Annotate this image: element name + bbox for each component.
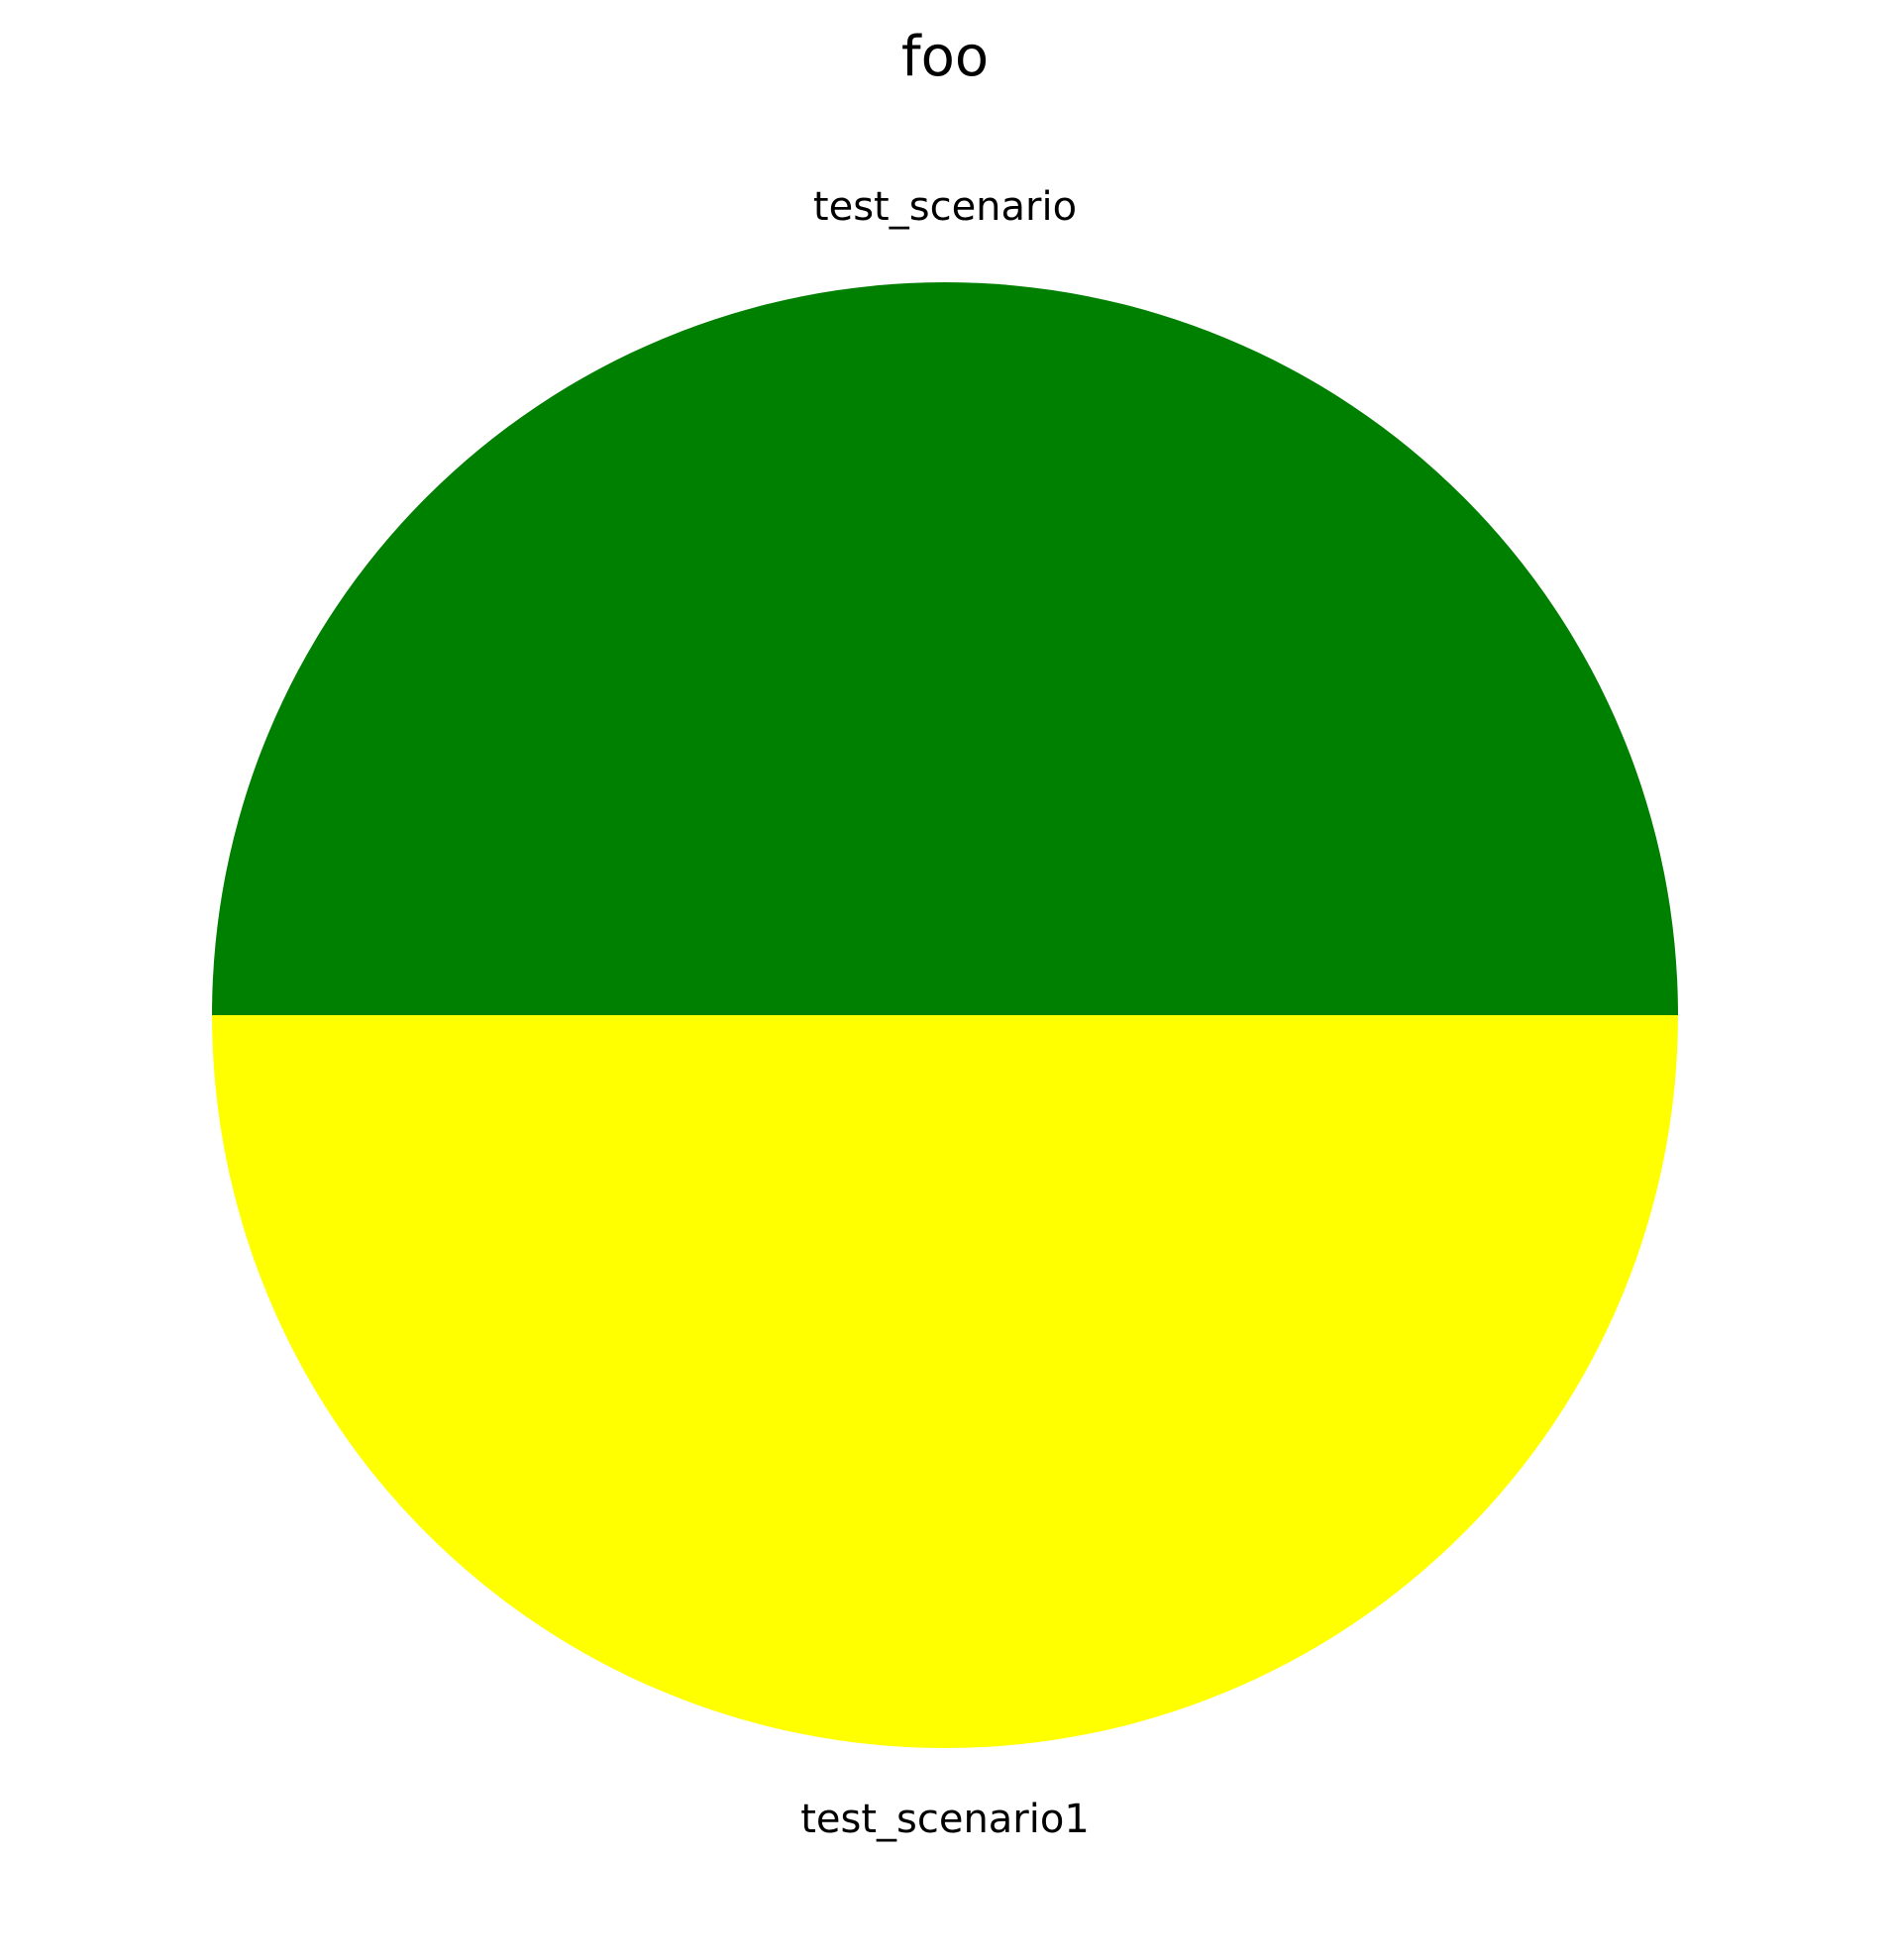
chart-title: foo	[901, 25, 989, 89]
pie-slices	[212, 282, 1678, 1748]
pie-slice-label-1: test_scenario	[813, 184, 1077, 230]
pie-slice-2	[212, 1015, 1678, 1748]
pie-slice-labels: test_scenario test_scenario1	[800, 184, 1090, 1842]
pie-slice-1	[212, 282, 1678, 1015]
pie-slice-label-2: test_scenario1	[800, 1797, 1090, 1842]
